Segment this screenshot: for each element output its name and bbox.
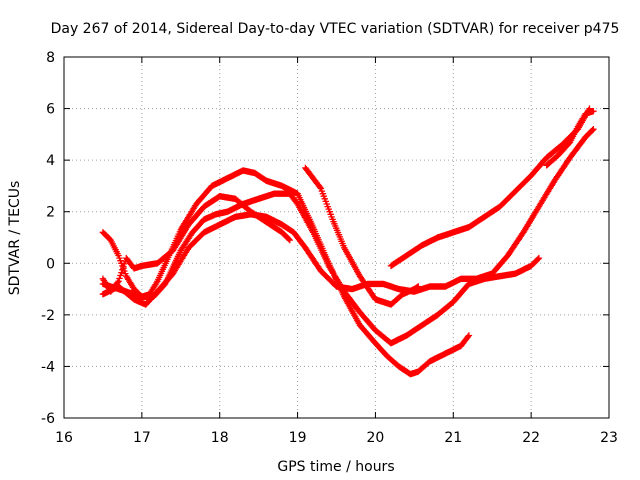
chart-title: Day 267 of 2014, Sidereal Day-to-day VTE…: [51, 21, 620, 37]
series-track-a: [99, 167, 473, 378]
y-tick-label: -2: [41, 308, 55, 324]
x-axis-label: GPS time / hours: [277, 459, 394, 475]
series-track-g: [543, 108, 597, 169]
y-tick-label: 0: [46, 256, 55, 272]
y-axis-label: SDTVAR / TECUs: [7, 181, 23, 296]
x-tick-label: 19: [289, 430, 307, 446]
y-tick-label: 4: [46, 153, 55, 169]
x-tick-label: 18: [211, 430, 229, 446]
x-tick-label: 16: [55, 430, 73, 446]
y-tick-label: 6: [46, 102, 55, 118]
x-tick-labels: 16 17 18 19 20 21 22 23: [55, 430, 618, 446]
y-tick-label: -6: [41, 411, 55, 427]
series-track-f: [387, 105, 593, 270]
series-track-c: [99, 126, 597, 308]
series-track-e: [302, 164, 422, 308]
x-tick-label: 17: [133, 430, 151, 446]
y-tick-label: -4: [41, 359, 55, 375]
y-tick-label: 2: [46, 205, 55, 221]
x-tick-label: 23: [600, 430, 618, 446]
series-track-d: [99, 193, 293, 295]
x-tick-label: 20: [367, 430, 385, 446]
plot-frame: [63, 56, 610, 419]
y-tick-labels: -6 -4 -2 0 2 4 6 8: [41, 50, 55, 427]
data-series: [99, 105, 597, 378]
x-tick-label: 21: [444, 430, 462, 446]
y-tick-label: 8: [46, 50, 55, 66]
x-tick-label: 22: [522, 430, 540, 446]
grid-lines: [64, 57, 609, 418]
axis-ticks: [63, 56, 610, 419]
